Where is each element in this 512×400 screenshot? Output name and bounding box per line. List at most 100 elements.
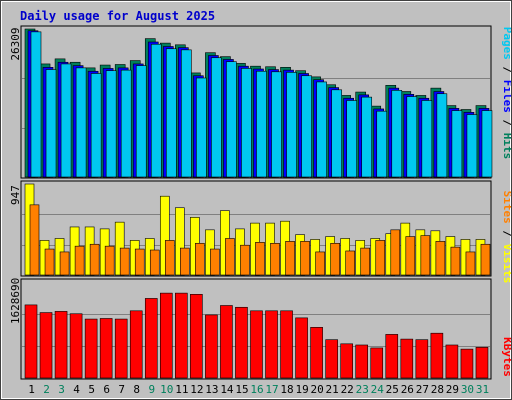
- kbytes-max-label: 1628690: [9, 278, 22, 324]
- day-label-1: 1: [28, 383, 35, 396]
- kbytes-kbytes-bar-day-8: [129, 310, 143, 379]
- day-label-23: 23: [356, 383, 369, 396]
- day-label-31: 31: [476, 383, 489, 396]
- visitors-sites-bar-day-6: [104, 245, 115, 276]
- kbytes-kbytes-bar-day-4: [69, 313, 83, 379]
- visitors-sites-bar-day-30: [465, 251, 476, 276]
- visitors-sites-bar-day-29: [450, 246, 461, 276]
- usage-pages-bar-day-16: [256, 70, 267, 178]
- visitors-sites-bar-day-22: [345, 250, 355, 276]
- day-label-7: 7: [118, 383, 125, 396]
- chart-title: Daily usage for August 2025: [20, 9, 215, 23]
- day-label-16: 16: [250, 383, 263, 396]
- legend-sep-3: /: [501, 224, 511, 244]
- usage-pages-bar-day-10: [165, 48, 177, 178]
- usage-pages-bar-day-23: [361, 96, 373, 178]
- kbytes-kbytes-bar-day-21: [325, 339, 338, 379]
- day-label-14: 14: [220, 383, 234, 396]
- legend-hits: Hits: [501, 133, 511, 160]
- kbytes-kbytes-bar-day-30: [460, 348, 474, 379]
- day-label-6: 6: [103, 383, 110, 396]
- usage-pages-bar-day-28: [436, 93, 448, 178]
- visitors-sites-bar-day-19: [300, 241, 310, 276]
- legend-pages: Pages: [501, 27, 511, 60]
- usage-pages-bar-day-5: [90, 73, 102, 178]
- day-labels: 1 2 3 4 5 6 7 8 9 10 11 12 13 14 15 16 17 18 19 20 21 22 23 24 2…: [28, 383, 489, 396]
- usage-pages-bar-day-27: [421, 100, 433, 178]
- usage-pages-bar-day-26: [406, 96, 418, 178]
- usage-pages-bar-day-30: [466, 114, 478, 178]
- visitors-sites-bar-day-13: [210, 248, 220, 276]
- visitors-sites-bar-day-7: [119, 247, 130, 276]
- usage-pages-bar-day-13: [211, 57, 222, 178]
- day-label-28: 28: [431, 383, 444, 396]
- kbytes-kbytes-bar-day-28: [430, 332, 444, 379]
- visitors-sites-bar-day-21: [330, 242, 340, 276]
- day-label-27: 27: [416, 383, 429, 396]
- usage-pages-bar-day-25: [391, 90, 403, 178]
- kbytes-kbytes-bar-day-12: [190, 293, 203, 379]
- day-label-8: 8: [133, 383, 140, 396]
- visitors-sites-bar-day-18: [285, 241, 295, 276]
- legend-sep-1: /: [501, 60, 511, 80]
- day-label-30: 30: [461, 383, 474, 396]
- day-label-4: 4: [73, 383, 80, 396]
- usage-legend: Pages / Files / Hits: [501, 27, 511, 160]
- visitors-sites-bar-day-23: [360, 247, 371, 276]
- visitors-sites-bar-day-15: [240, 244, 250, 276]
- visitors-sites-bar-day-2: [44, 248, 55, 276]
- legend-visits: Visits: [501, 244, 511, 284]
- kbytes-kbytes-bar-day-22: [340, 343, 353, 379]
- kbytes-kbytes-bar-day-7: [114, 318, 128, 379]
- day-label-11: 11: [175, 383, 188, 396]
- visitors-sites-bar-day-28: [435, 241, 446, 276]
- kbytes-kbytes-bar-day-18: [280, 310, 293, 379]
- usage-pages-bar-day-17: [271, 71, 282, 178]
- day-label-9: 9: [148, 383, 155, 396]
- usage-pages-bar-day-20: [316, 81, 327, 178]
- usage-pages-bar-day-29: [451, 110, 463, 178]
- visitors-sites-bar-day-11: [180, 247, 190, 276]
- visitors-sites-bar-day-3: [59, 251, 70, 276]
- visitors-sites-bar-day-24: [375, 240, 386, 276]
- usage-pages-bar-day-31: [481, 110, 493, 178]
- day-label-13: 13: [205, 383, 218, 396]
- kbytes-kbytes-bar-day-29: [445, 344, 459, 379]
- visitors-legend: Sites / Visits: [501, 191, 511, 284]
- kbytes-kbytes-bar-day-13: [205, 314, 218, 379]
- day-label-24: 24: [371, 383, 385, 396]
- visitors-sites-bar-day-20: [315, 251, 325, 276]
- kbytes-kbytes-bar-day-23: [355, 344, 369, 379]
- usage-pages-bar-day-19: [301, 75, 312, 178]
- visitors-sites-bar-day-12: [195, 242, 205, 276]
- kbytes-kbytes-bar-day-16: [250, 310, 263, 379]
- kbytes-kbytes-bar-day-15: [235, 306, 248, 379]
- usage-pages-bar-day-12: [196, 77, 207, 178]
- kbytes-kbytes-bar-day-24: [370, 347, 384, 379]
- usage-pages-bar-day-15: [241, 68, 252, 178]
- visitors-sites-bar-day-4: [74, 245, 85, 276]
- visitors-sites-bar-day-1: [29, 204, 40, 276]
- usage-pages-bar-day-7: [120, 69, 132, 178]
- kbytes-kbytes-bar-day-9: [144, 298, 158, 379]
- usage-pages-bar-day-9: [150, 43, 162, 178]
- kbytes-kbytes-bar-day-31: [475, 347, 489, 379]
- kbytes-kbytes-bar-day-1: [24, 304, 38, 379]
- kbytes-kbytes-bar-day-11: [175, 292, 188, 379]
- kbytes-kbytes-bar-day-19: [295, 317, 308, 379]
- kbytes-kbytes-bar-day-26: [400, 338, 414, 379]
- visitors-max-label: 947: [9, 185, 22, 205]
- usage-pages-bar-day-14: [226, 61, 237, 178]
- usage-pages-bar-day-24: [376, 110, 388, 178]
- kbytes-kbytes-bar-day-10: [159, 292, 173, 379]
- visitors-sites-bar-day-26: [405, 236, 416, 276]
- kbytes-kbytes-bar-day-5: [84, 318, 98, 379]
- day-label-12: 12: [190, 383, 203, 396]
- visitors-visits-bar-day-10: [159, 195, 170, 276]
- legend-files: Files: [501, 80, 511, 113]
- usage-pages-bar-day-2: [45, 69, 57, 178]
- usage-pages-bar-day-18: [286, 72, 297, 178]
- usage-max-label: 26309: [9, 27, 22, 60]
